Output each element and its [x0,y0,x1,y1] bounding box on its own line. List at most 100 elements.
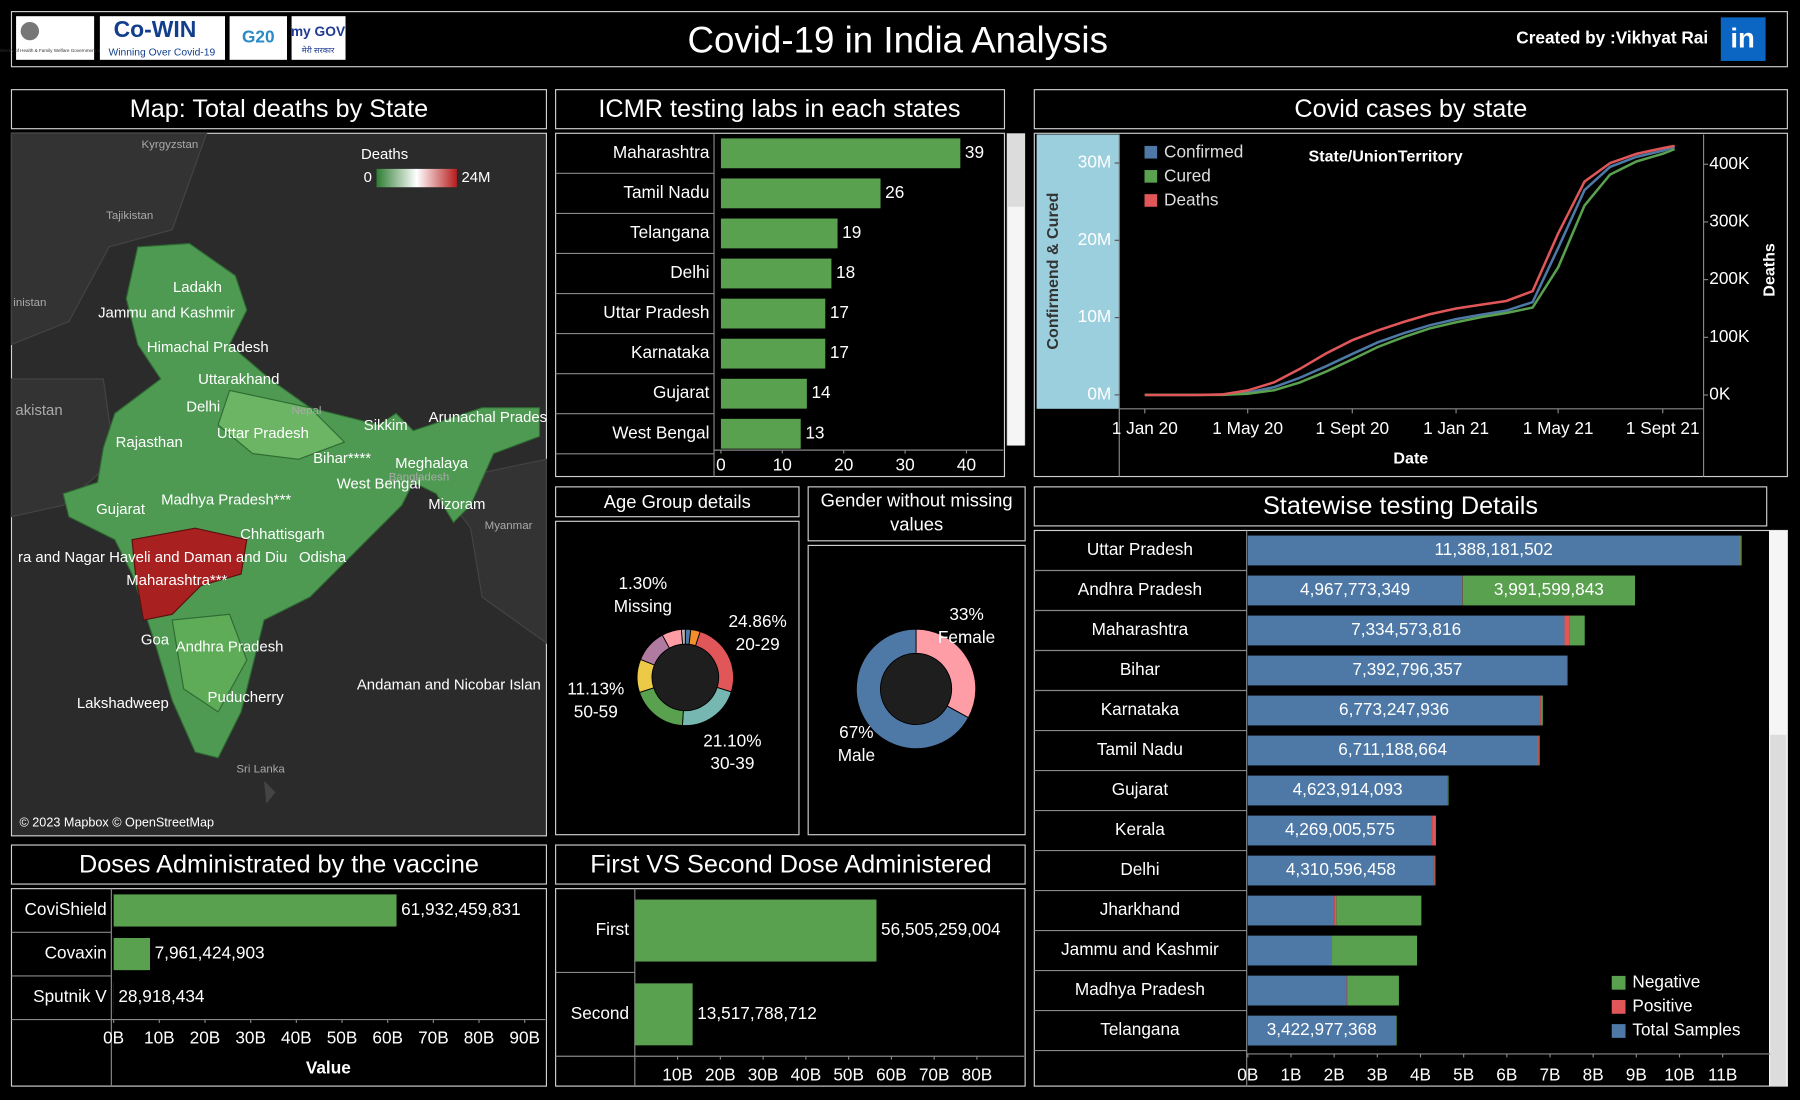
bar [1540,695,1542,726]
axis-highlight [1036,134,1120,409]
value-label: 4,269,005,575 [1285,819,1395,839]
category-label: First [596,919,630,939]
category-label: Telangana [630,222,710,242]
x-tick-label: 1 Jan 20 [1112,418,1178,438]
bar [1247,855,1434,886]
credit: Created by :Vikhyat Rai [1516,28,1708,48]
neighbor-region [10,378,116,518]
category-label: Sputnik V [33,986,107,1006]
panel-title-frame [1033,486,1768,527]
value-label: 28,918,434 [118,986,205,1006]
category-label: 20-29 [736,634,780,654]
x-tick-label: 7B [1539,1064,1560,1084]
state-region [171,613,248,713]
category-label: Andhra Pradesh [1078,579,1202,599]
bar [1336,895,1422,926]
x-tick-label: 60B [372,1028,403,1048]
panel-title: Statewise testing Details [1263,492,1538,520]
linkedin-button[interactable] [1720,17,1766,61]
bar [1247,815,1433,846]
panel-frame [1033,132,1788,478]
panel-title-frame [10,89,548,130]
map-state-label: Goa [141,632,170,649]
value-label: 13,517,788,712 [697,1003,817,1023]
bar [634,899,877,962]
value-label: 61,932,459,831 [401,899,521,919]
y2-axis-title: Deaths [1760,243,1778,297]
logo-text: Winning Over Covid-19 [108,48,215,59]
map-state-label: Mizoram [428,496,485,513]
panel-title-frame [555,89,1006,130]
bar [1739,535,1741,566]
scrollbar-track[interactable] [1007,206,1024,446]
bar [1247,735,1538,766]
x-tick-label: 9B [1626,1064,1647,1084]
panel-title-frame [1033,89,1788,130]
x-tick-label: 1B [1280,1064,1301,1084]
map-place-label: Nepal [292,405,322,417]
series-line [1144,144,1675,397]
map-state-label: Himachal Pradesh [147,339,269,356]
map-state-label: ra and Nagar Haveli and Daman and Diu [18,549,287,566]
map-state-label: Gujarat [96,501,146,518]
scrollbar-track[interactable] [1770,734,1787,1087]
value-label: 17 [830,342,849,362]
panel-title-frame [807,486,1026,542]
x-tick-label: 20 [834,455,853,475]
value-label: 56,505,259,004 [881,919,1001,939]
legend-label: Positive [1632,995,1692,1015]
x-tick-label: 8B [1583,1064,1604,1084]
state-region [217,389,346,460]
value-label: 4,623,914,093 [1293,779,1403,799]
value-label: 67% [839,722,873,742]
x-tick-label: 50B [327,1028,358,1048]
y-tick-label: 0M [1087,383,1111,403]
category-label: Gujarat [1112,779,1169,799]
logo-text: Ministry of Health & Family Welfare Gove… [0,48,113,53]
bar [720,338,826,369]
category-label: Tamil Nadu [1097,739,1183,759]
panel-title-frame [555,486,800,518]
value-label: 18 [836,262,855,282]
value-label: 7,392,796,357 [1352,659,1462,679]
category-label: Uttar Pradesh [603,302,709,322]
x-tick-label: 70B [919,1064,950,1084]
linkedin-label[interactable]: in [1730,23,1754,54]
y-tick-label: 30M [1078,152,1111,172]
value-label: 19 [842,222,861,242]
category-label: 50-59 [574,702,618,722]
panel-title-box: Gender without missing values [821,491,1013,535]
bar [1564,615,1570,646]
x-tick-label: 0 [716,455,726,475]
legend-label: Cured [1164,165,1211,185]
bar [1433,855,1435,886]
map-state-label: Sikkim [364,417,408,434]
x-tick-label: 80B [962,1064,993,1084]
bar [720,298,826,329]
category-label: Kerala [1115,819,1165,839]
bar [1247,535,1740,566]
value-label: 7,961,424,903 [155,943,265,963]
legend-title: State/UnionTerritory [1309,148,1463,166]
x-tick-label: 0B [1237,1064,1258,1084]
panel-title: Age Group details [604,491,751,512]
legend-label: Negative [1632,971,1700,991]
category-label: Covaxin [45,943,107,963]
bar [1740,535,1742,566]
bar [1537,735,1539,766]
map-place-label: Tajikistan [106,210,153,222]
category-label: Male [838,745,875,765]
category-label: Bihar [1120,659,1160,679]
category-label: Uttar Pradesh [1087,539,1193,559]
panel-title: Covid cases by state [1294,95,1527,123]
legend-title: Deaths [361,146,408,163]
value-label: 6,773,247,936 [1339,699,1449,719]
value-label: 4,967,773,349 [1300,579,1410,599]
value-label: 4,310,596,458 [1286,859,1396,879]
panel-title-frame [10,844,548,885]
logo-mygov [291,16,346,60]
category-label: Delhi [670,262,709,282]
category-label: Gujarat [653,382,710,402]
x-tick-label: 10 [773,455,792,475]
